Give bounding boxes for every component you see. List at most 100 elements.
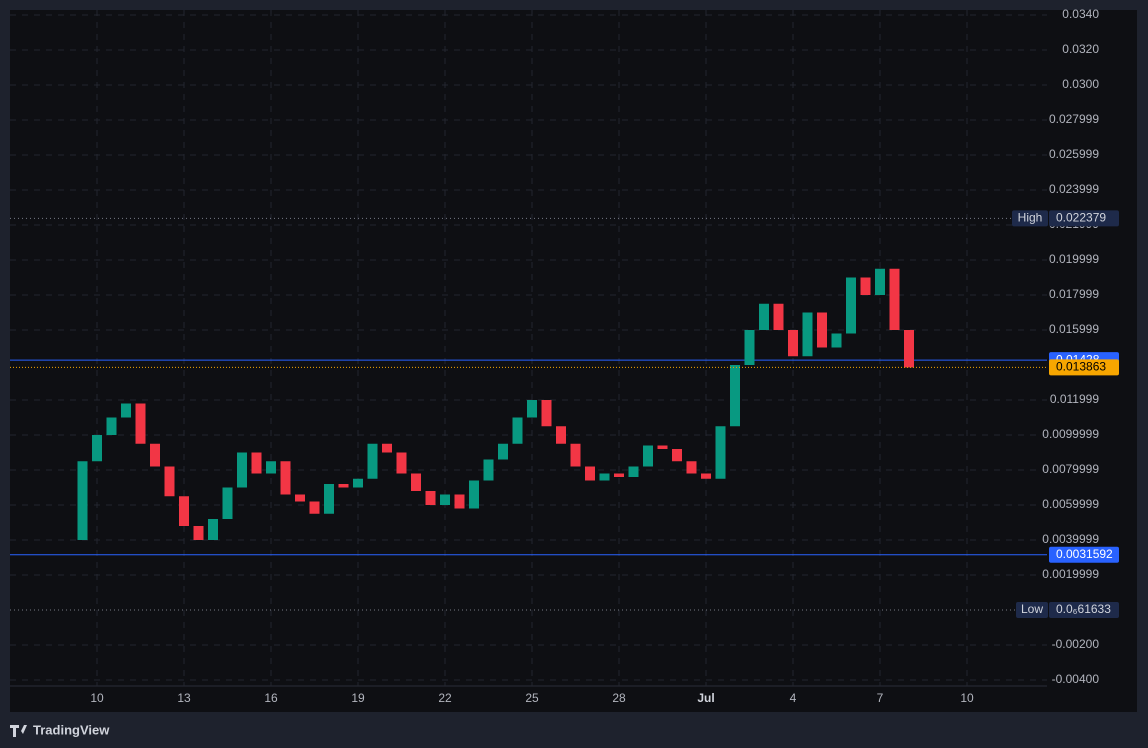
- candle-body: [512, 417, 523, 444]
- candle-body: [730, 365, 740, 427]
- candle-body: [208, 519, 218, 540]
- candle-body: [324, 484, 334, 514]
- candle-body: [657, 445, 668, 449]
- y-tick-label: -0.00400: [1052, 672, 1100, 686]
- high-tag-box: [1012, 210, 1048, 227]
- x-tick-label: 13: [177, 691, 191, 705]
- candle-body: [338, 484, 349, 488]
- brand-logo: [10, 725, 27, 737]
- candle-body: [773, 303, 784, 330]
- candle-body: [831, 333, 842, 348]
- candle-body: [353, 478, 363, 488]
- y-tick-label: 0.023999: [1049, 182, 1099, 196]
- high-value-box: [1049, 210, 1119, 227]
- candle-body: [440, 494, 450, 505]
- x-tick-label: 16: [264, 691, 278, 705]
- y-tick-label: 0.0300: [1062, 77, 1099, 91]
- candle-body: [309, 501, 320, 514]
- chart-panel: [10, 10, 1137, 712]
- candle-body: [411, 473, 421, 491]
- candle-body: [222, 487, 233, 519]
- candle-body: [744, 330, 755, 365]
- candle-body: [585, 466, 595, 481]
- x-tick-label: 10: [90, 691, 104, 705]
- x-tick-label: 10: [960, 691, 974, 705]
- candle-body: [599, 473, 610, 481]
- y-tick-label: 0.0340: [1062, 7, 1099, 21]
- candle-body: [570, 443, 581, 467]
- x-tick-label: 7: [877, 691, 884, 705]
- candle-body: [150, 443, 160, 467]
- low-value: 0.0₆61633: [1056, 602, 1111, 616]
- candle-body: [846, 277, 856, 334]
- candle-body: [875, 268, 885, 295]
- candle-body: [483, 459, 494, 481]
- candle-body: [701, 473, 711, 479]
- y-tick-label: -0.00200: [1052, 637, 1100, 651]
- high-tag: High: [1018, 211, 1043, 225]
- candle-body: [382, 443, 392, 453]
- y-tick-label: 0.011999: [1050, 392, 1099, 406]
- y-tick-label: 0.0079999: [1042, 462, 1099, 476]
- price-label: 0.0031592: [1056, 547, 1113, 561]
- low-tag-box: [1016, 601, 1048, 618]
- candle-body: [295, 494, 305, 502]
- candle-body: [498, 443, 508, 460]
- candle-body: [266, 461, 276, 474]
- candle-body: [106, 417, 117, 435]
- candle-body: [237, 452, 247, 488]
- candle-body: [527, 400, 537, 418]
- candle-body: [759, 303, 769, 330]
- candle-body: [889, 268, 900, 330]
- x-tick-label: 4: [790, 691, 797, 705]
- candle-body: [179, 496, 189, 526]
- candle-body: [193, 526, 204, 540]
- candle-body: [425, 491, 436, 505]
- brand-name: TradingView: [33, 722, 110, 737]
- y-tick-label: 0.0099999: [1042, 427, 1099, 441]
- y-tick-label: 0.027999: [1049, 112, 1099, 126]
- y-tick-label: 0.0059999: [1042, 497, 1099, 511]
- candle-body: [802, 312, 813, 357]
- candle-body: [817, 312, 827, 348]
- last-price-box: [1049, 359, 1119, 376]
- brand: TradingView: [10, 722, 110, 737]
- candle-body: [628, 466, 639, 477]
- candle-body: [121, 403, 131, 418]
- x-tick-label: Jul: [697, 691, 714, 705]
- y-tick-label: 0.017999: [1049, 287, 1099, 301]
- candle-body: [788, 330, 798, 357]
- high-value: 0.022379: [1056, 211, 1106, 225]
- x-tick-label: 28: [612, 691, 626, 705]
- y-tick-label: 0.0019999: [1042, 567, 1099, 581]
- candle-body: [541, 400, 552, 427]
- x-tick-label: 25: [525, 691, 539, 705]
- candle-body: [556, 426, 566, 444]
- candle-body: [672, 449, 682, 462]
- candle-body: [469, 480, 479, 509]
- y-tick-label: 0.0039999: [1042, 532, 1099, 546]
- y-tick-label: 0.015999: [1049, 322, 1099, 336]
- candle-body: [686, 461, 697, 474]
- candle-body: [643, 445, 653, 467]
- candle-body: [92, 435, 102, 462]
- x-tick-label: 22: [438, 691, 452, 705]
- candle-body: [135, 403, 146, 444]
- candle-body: [164, 466, 175, 497]
- low-tag: Low: [1021, 602, 1043, 616]
- candle-body: [860, 277, 871, 295]
- candle-body: [367, 443, 378, 479]
- y-tick-label: 0.019999: [1049, 252, 1099, 266]
- price-label-box: [1049, 546, 1119, 563]
- candle-body: [904, 330, 914, 368]
- candle-body: [396, 452, 407, 474]
- candle-body: [614, 473, 624, 477]
- y-tick-label: 0.0320: [1062, 42, 1099, 56]
- candle-body: [715, 426, 726, 479]
- candle-body: [280, 461, 291, 495]
- candle-body: [251, 452, 262, 474]
- last-price-label: 0.013863: [1056, 360, 1106, 374]
- candle-body: [454, 494, 465, 509]
- y-tick-label: 0.025999: [1049, 147, 1099, 161]
